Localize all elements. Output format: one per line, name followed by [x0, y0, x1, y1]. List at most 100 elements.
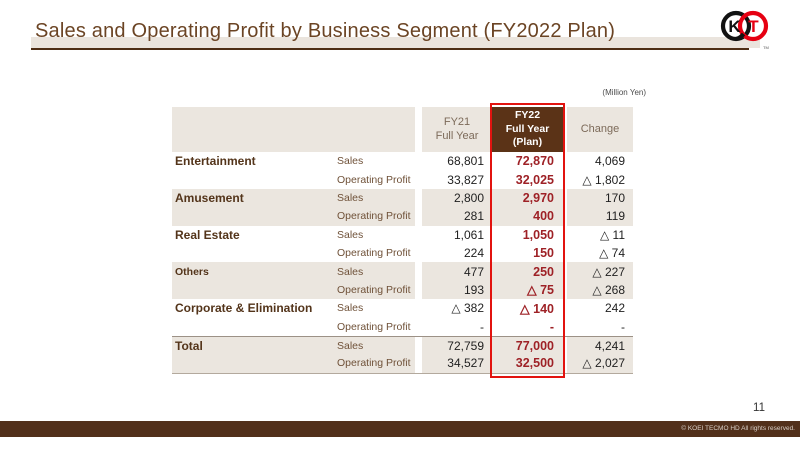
column-gutter: [563, 152, 567, 171]
fy21-value: 72,759: [422, 335, 492, 355]
metric-label: Sales: [335, 262, 415, 281]
metric-label: Operating Profit: [335, 354, 415, 373]
logo-ring-overlap: [735, 32, 746, 42]
change-value: 242: [567, 299, 633, 318]
segment-label: Corporate & Elimination: [172, 299, 335, 318]
col-header-fy21: FY21 Full Year: [422, 107, 492, 152]
col-header-change-label: Change: [580, 122, 620, 135]
col-header-change: Change: [567, 107, 633, 152]
fy21-value: 34,527: [422, 354, 492, 373]
logo-letter-t: T: [748, 17, 759, 36]
column-gutter: [563, 243, 567, 263]
col-header-fy22-line1: FY22: [514, 108, 541, 121]
logo-letter-k: K: [728, 17, 741, 36]
segment-label: Real Estate: [172, 225, 335, 244]
metric-label: Sales: [335, 225, 415, 244]
segment-label: [172, 207, 335, 226]
metric-label: Sales: [335, 299, 415, 318]
change-value: △ 11: [567, 225, 633, 244]
metric-label: Operating Profit: [335, 243, 415, 263]
change-value: △ 74: [567, 243, 633, 263]
col-header-fy21-line2: Full Year: [435, 129, 479, 142]
change-value: 170: [567, 188, 633, 208]
column-gutter: [415, 354, 422, 373]
column-gutter: [415, 188, 422, 208]
column-gutter: [415, 170, 422, 189]
col-header-fy22-line3: (Plan): [512, 136, 543, 149]
copyright-text: © KOEI TECMO HD All rights reserved.: [681, 425, 795, 432]
column-gutter: [563, 107, 567, 152]
col-header-fy22-plan: FY22 Full Year (Plan): [492, 107, 563, 152]
fy21-value: -: [422, 317, 492, 336]
fy22-plan-value: △ 140: [492, 299, 563, 318]
column-gutter: [563, 207, 567, 226]
fy21-value: △ 382: [422, 299, 492, 318]
fy22-plan-value: 400: [492, 207, 563, 226]
column-gutter: [415, 152, 422, 171]
fy21-value: 477: [422, 262, 492, 281]
column-gutter: [563, 335, 567, 355]
fy21-value: 33,827: [422, 170, 492, 189]
fy22-plan-value: 72,870: [492, 152, 563, 171]
fy21-value: 2,800: [422, 188, 492, 208]
column-gutter: [415, 280, 422, 300]
page-number: 11: [753, 402, 765, 414]
metric-label: Operating Profit: [335, 170, 415, 189]
change-value: △ 1,802: [567, 170, 633, 189]
change-value: -: [567, 317, 633, 336]
metric-label: Sales: [335, 188, 415, 208]
logo-tm-mark: TM: [763, 45, 769, 50]
fy22-plan-value: 77,000: [492, 335, 563, 355]
column-gutter: [563, 170, 567, 189]
fy22-plan-value: 250: [492, 262, 563, 281]
segment-label: Total: [172, 335, 335, 355]
segment-label: [172, 170, 335, 189]
segment-label: [172, 354, 335, 373]
units-note: (Million Yen): [602, 88, 646, 97]
column-gutter: [415, 107, 422, 152]
column-gutter: [563, 188, 567, 208]
title-underline: [31, 48, 749, 50]
column-gutter: [415, 262, 422, 281]
metric-label: Sales: [335, 335, 415, 355]
change-value: 4,069: [567, 152, 633, 171]
page-title: Sales and Operating Profit by Business S…: [35, 20, 616, 42]
segment-label: [172, 243, 335, 263]
column-gutter: [563, 354, 567, 373]
column-gutter: [415, 299, 422, 318]
column-gutter: [415, 207, 422, 226]
fy22-plan-value: △ 75: [492, 280, 563, 300]
koei-tecmo-logo: K T TM: [720, 10, 769, 50]
fy22-plan-value: 150: [492, 243, 563, 263]
segment-label: [172, 280, 335, 300]
column-gutter: [563, 280, 567, 300]
title-band: [31, 37, 760, 48]
fy21-value: 281: [422, 207, 492, 226]
fy21-value: 1,061: [422, 225, 492, 244]
segment-label: Entertainment: [172, 152, 335, 171]
change-value: 119: [567, 207, 633, 226]
column-gutter: [563, 299, 567, 318]
fy21-value: 224: [422, 243, 492, 263]
segment-label: [172, 317, 335, 336]
fy22-plan-value: 32,500: [492, 354, 563, 373]
fy22-plan-value: 2,970: [492, 188, 563, 208]
column-gutter: [415, 317, 422, 336]
fy22-plan-value: -: [492, 317, 563, 336]
change-value: △ 2,027: [567, 354, 633, 373]
column-gutter: [563, 262, 567, 281]
column-gutter: [415, 335, 422, 355]
column-gutter: [415, 243, 422, 263]
fy22-plan-value: 32,025: [492, 170, 563, 189]
column-gutter: [563, 225, 567, 244]
change-value: 4,241: [567, 335, 633, 355]
metric-label: Operating Profit: [335, 207, 415, 226]
change-value: △ 268: [567, 280, 633, 300]
metric-label: Operating Profit: [335, 280, 415, 300]
metric-label: Operating Profit: [335, 317, 415, 336]
fy22-plan-value: 1,050: [492, 225, 563, 244]
segment-label: Amusement: [172, 188, 335, 208]
fy21-value: 68,801: [422, 152, 492, 171]
column-gutter: [563, 317, 567, 336]
